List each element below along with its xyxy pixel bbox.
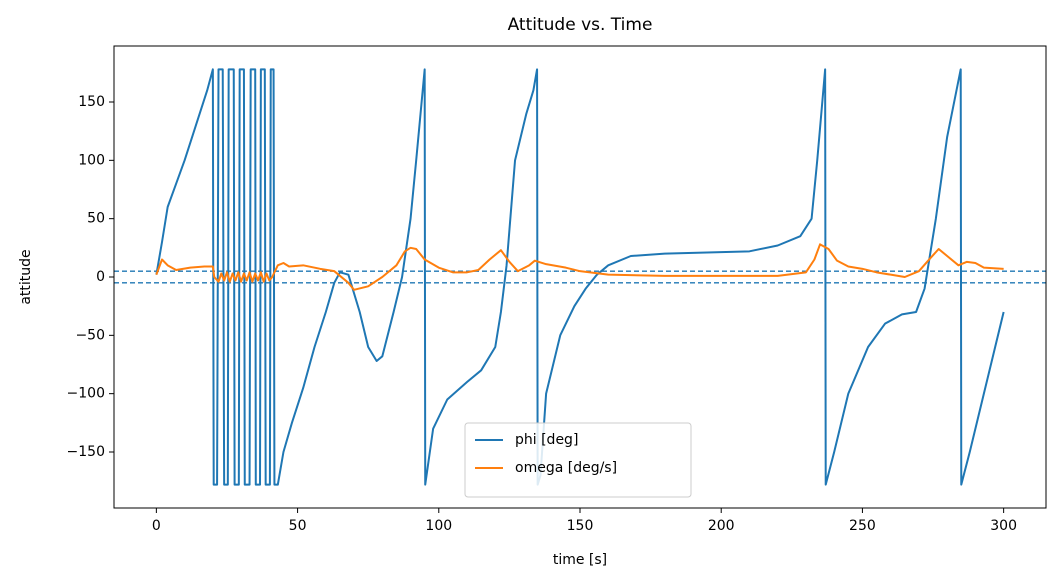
y-tick-label: 150 [78, 94, 105, 110]
y-tick-label: 0 [96, 269, 105, 285]
x-tick-label: 300 [990, 518, 1017, 534]
y-tick-label: −50 [75, 327, 105, 343]
x-tick-label: 200 [708, 518, 735, 534]
y-tick-label: −100 [67, 386, 105, 402]
x-tick-label: 0 [152, 518, 161, 534]
plot-area [114, 68, 1046, 486]
legend-box [464, 422, 692, 498]
chart-title: Attitude vs. Time [508, 15, 653, 35]
legend: phi [deg] omega [deg/s] [464, 422, 692, 498]
series-line [155, 243, 1004, 291]
y-axis-label: attitude [18, 249, 34, 304]
x-tick-label: 250 [849, 518, 876, 534]
y-tick-label: 50 [87, 211, 105, 227]
y-tick-label: −150 [67, 444, 105, 460]
legend-label: omega [deg/s] [515, 460, 617, 476]
x-tick-label: 50 [289, 518, 307, 534]
x-tick-label: 150 [567, 518, 594, 534]
plot-frame [113, 45, 1047, 509]
x-axis-label: time [s] [553, 552, 607, 568]
y-tick-label: 100 [78, 152, 105, 168]
legend-label: phi [deg] [515, 432, 578, 448]
x-tick-label: 100 [425, 518, 452, 534]
series-line [155, 68, 1005, 486]
